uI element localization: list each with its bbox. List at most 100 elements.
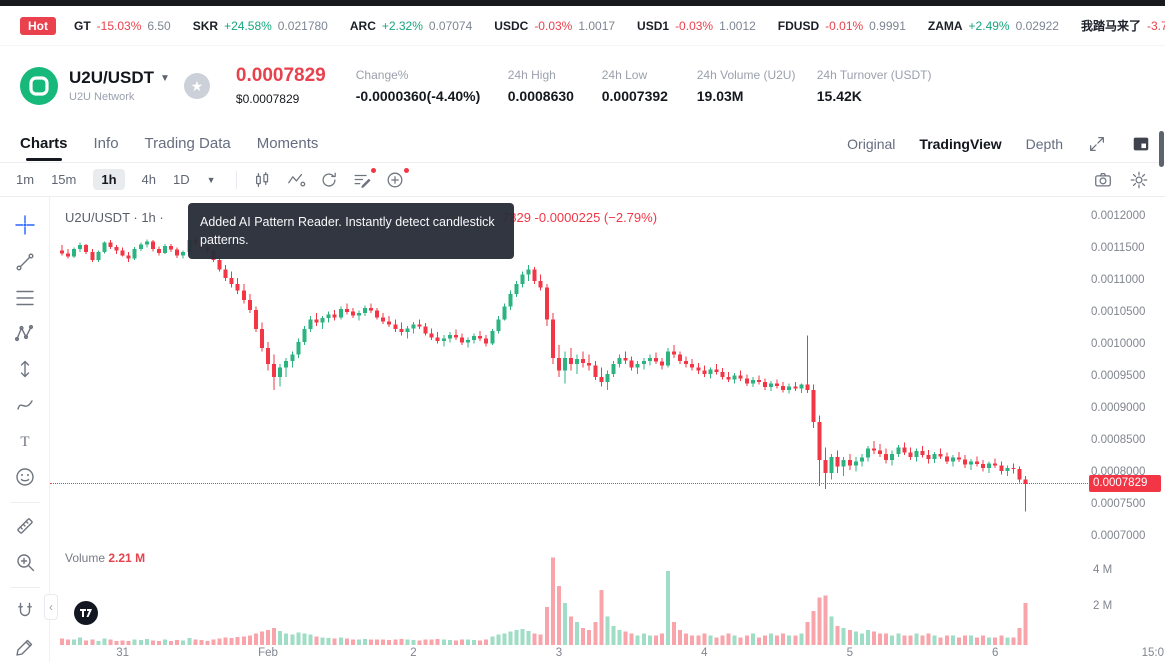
stat-24h-turnover: 24h Turnover (USDT) 15.42K bbox=[817, 68, 932, 104]
ticker-symbol: SKR bbox=[192, 18, 219, 33]
chart-region: U2U/USDT · 1h · 7829 -0.0000225 (−2.79%)… bbox=[50, 197, 1165, 662]
price-axis-label: 0.0010000 bbox=[1091, 338, 1146, 350]
stat-label: 24h Low bbox=[601, 67, 648, 82]
favorite-button[interactable]: ★ bbox=[183, 72, 210, 99]
volume-label: Volume bbox=[65, 551, 106, 565]
ticker-item[interactable]: GT -15.03% 6.50 bbox=[74, 19, 171, 33]
current-price-tag: 0.0007829 bbox=[1089, 475, 1161, 492]
collapse-toolbar-button[interactable]: ‹ bbox=[44, 594, 58, 620]
brush-icon[interactable] bbox=[14, 394, 36, 416]
stat-label: 24h Volume (U2U) bbox=[696, 67, 796, 82]
tab-tradingview[interactable]: TradingView bbox=[919, 135, 1002, 152]
chart-toolbar: 1m 15m 1h 4h 1D ▼ bbox=[0, 163, 1165, 197]
trend-line-icon[interactable] bbox=[14, 251, 36, 273]
ticker-symbol: FDUSD bbox=[777, 18, 820, 33]
stat-24h-volume: 24h Volume (U2U) 19.03M bbox=[697, 68, 802, 104]
chevron-down-icon: ▼ bbox=[160, 72, 170, 84]
tabs-right: Original TradingView Depth bbox=[847, 134, 1151, 154]
text-tool-icon[interactable]: T bbox=[14, 430, 36, 452]
ticker-price: 0.02922 bbox=[1015, 18, 1059, 33]
camera-icon[interactable] bbox=[1093, 170, 1113, 190]
ticker-change: +2.49% bbox=[968, 18, 1010, 33]
settings-gear-icon[interactable] bbox=[1129, 170, 1149, 190]
stat-24h-high: 24h High 0.0008630 bbox=[508, 68, 587, 104]
stat-value: -0.0000360(-4.40%) bbox=[355, 87, 481, 104]
ticker-item[interactable]: SKR +24.58% 0.021780 bbox=[193, 19, 328, 33]
ticker-symbol: USD1 bbox=[637, 18, 670, 33]
candlestick-chart[interactable] bbox=[50, 197, 1165, 662]
ticker-change: +24.58% bbox=[224, 18, 272, 33]
ticker-bar: Hot GT -15.03% 6.50 SKR +24.58% 0.021780… bbox=[0, 6, 1165, 46]
emoji-icon[interactable] bbox=[14, 466, 36, 488]
ticker-change: -15.03% bbox=[96, 18, 142, 33]
xabcd-pattern-icon[interactable] bbox=[14, 322, 36, 344]
ticker-item[interactable]: FDUSD -0.01% 0.9991 bbox=[778, 19, 906, 33]
divider bbox=[10, 587, 40, 588]
edit-icon[interactable] bbox=[14, 636, 36, 658]
ticker-change: -0.03% bbox=[675, 18, 714, 33]
indicators-icon[interactable] bbox=[286, 170, 306, 190]
timeframe-1m[interactable]: 1m bbox=[16, 172, 35, 187]
timeframe-1h[interactable]: 1h bbox=[93, 169, 125, 190]
fullscreen-icon[interactable] bbox=[1087, 134, 1107, 154]
top-edge bbox=[0, 0, 1165, 6]
ticker-item[interactable]: USDC -0.03% 1.0017 bbox=[494, 19, 615, 33]
volume-axis-label: 4 M bbox=[1093, 564, 1113, 576]
time-axis-label: 5 bbox=[846, 647, 853, 659]
stat-value: 15.42K bbox=[816, 87, 862, 104]
tab-charts[interactable]: Charts bbox=[20, 126, 68, 161]
stat-value: 0.0007392 bbox=[601, 87, 668, 104]
timeframe-15m[interactable]: 15m bbox=[51, 172, 77, 187]
ticker-price: 0.07074 bbox=[428, 18, 473, 33]
price-axis-label: 0.0009500 bbox=[1091, 370, 1146, 382]
network-label: U2U Network bbox=[69, 91, 135, 103]
ticker-item[interactable]: 我踏马来了 -3.73% 0.044587 bbox=[1081, 17, 1165, 34]
hot-badge[interactable]: Hot bbox=[20, 16, 56, 35]
time-axis-label: 15:0 bbox=[1141, 647, 1164, 659]
ruler-icon[interactable] bbox=[14, 515, 36, 537]
scrollbar-thumb[interactable] bbox=[1159, 131, 1164, 167]
tradingview-logo[interactable] bbox=[74, 601, 98, 625]
timeframe-4h[interactable]: 4h bbox=[141, 172, 156, 187]
ticker-change: +2.32% bbox=[381, 18, 423, 33]
ticker-item[interactable]: ZAMA +2.49% 0.02922 bbox=[928, 19, 1059, 33]
ai-pattern-icon[interactable] bbox=[352, 167, 376, 190]
last-price-line bbox=[50, 483, 1088, 484]
drawing-toolbar: T bbox=[0, 197, 50, 662]
stat-label: 24h High bbox=[507, 67, 556, 82]
tab-depth[interactable]: Depth bbox=[1025, 135, 1063, 152]
ticker-symbol: USDC bbox=[494, 18, 529, 33]
timeframe-more-icon[interactable]: ▼ bbox=[206, 174, 216, 185]
stat-24h-low: 24h Low 0.0007392 bbox=[602, 68, 682, 104]
forecast-icon[interactable] bbox=[14, 358, 36, 380]
pair-header: U2U/USDT ▼ U2U Network ★ 0.0007829 $0.00… bbox=[0, 46, 1165, 125]
volume-value: 2.21 M bbox=[108, 551, 146, 565]
layout-panel-icon[interactable] bbox=[1131, 134, 1151, 154]
ticker-item[interactable]: USD1 -0.03% 1.0012 bbox=[637, 19, 756, 33]
candle-type-icon[interactable] bbox=[253, 170, 273, 190]
tab-moments[interactable]: Moments bbox=[256, 135, 319, 152]
ai-pattern-tooltip: Added AI Pattern Reader. Instantly detec… bbox=[188, 203, 514, 260]
crosshair-icon[interactable] bbox=[14, 214, 36, 236]
ticker-price: 1.0012 bbox=[719, 18, 756, 33]
magnet-icon[interactable] bbox=[14, 600, 36, 622]
tab-original[interactable]: Original bbox=[847, 135, 896, 152]
refresh-icon[interactable] bbox=[319, 170, 339, 190]
pair-selector[interactable]: U2U/USDT ▼ bbox=[69, 68, 170, 88]
stat-value: 0.0008630 bbox=[507, 87, 574, 104]
timeframe-1d[interactable]: 1D bbox=[173, 172, 190, 187]
add-indicator-icon[interactable] bbox=[385, 167, 409, 190]
tab-trading-data[interactable]: Trading Data bbox=[144, 135, 231, 152]
ticker-symbol: ZAMA bbox=[927, 18, 963, 33]
price-axis-label: 0.0008500 bbox=[1091, 434, 1146, 446]
tab-info[interactable]: Info bbox=[93, 135, 119, 152]
ticker-item[interactable]: ARC +2.32% 0.07074 bbox=[350, 19, 472, 33]
volume-axis-label: 2 M bbox=[1093, 600, 1113, 612]
ticker-price: 0.021780 bbox=[277, 18, 328, 33]
ticker-change: -0.03% bbox=[534, 18, 573, 33]
time-axis-label: Feb bbox=[258, 647, 278, 659]
price-axis-label: 0.0011500 bbox=[1091, 242, 1145, 254]
toolbar-right bbox=[1093, 170, 1149, 190]
zoom-icon[interactable] bbox=[14, 551, 36, 573]
fib-retracement-icon[interactable] bbox=[14, 287, 36, 309]
